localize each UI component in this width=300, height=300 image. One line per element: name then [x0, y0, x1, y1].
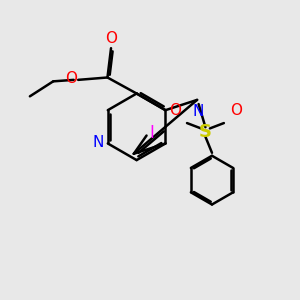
- Text: O: O: [169, 103, 181, 118]
- Text: O: O: [65, 71, 77, 86]
- Text: O: O: [106, 31, 118, 46]
- Text: N: N: [93, 135, 104, 150]
- Text: S: S: [199, 123, 212, 141]
- Text: I: I: [150, 124, 154, 142]
- Text: O: O: [230, 103, 242, 118]
- Text: N: N: [193, 104, 204, 119]
